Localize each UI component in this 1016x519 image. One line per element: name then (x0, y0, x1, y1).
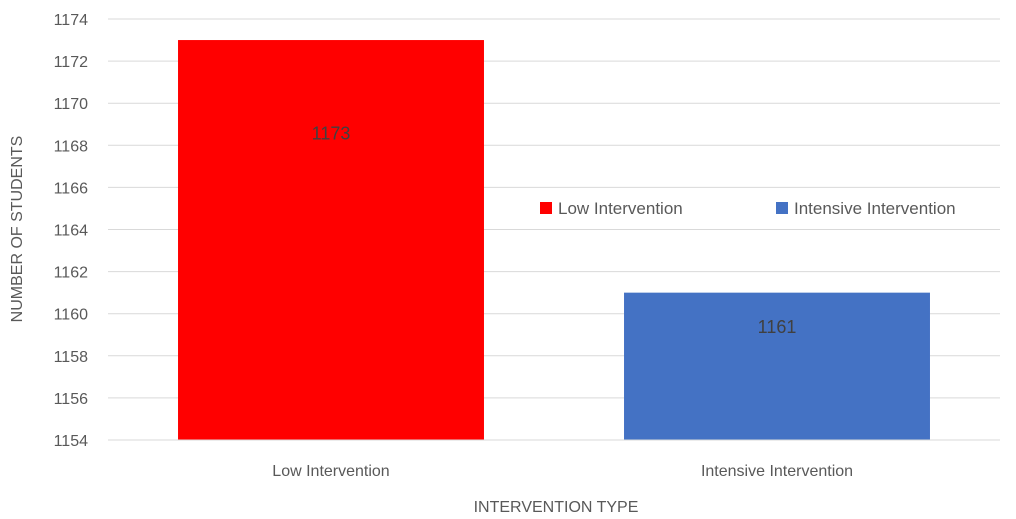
legend-swatch-low-intervention (540, 202, 552, 214)
legend: Low Intervention Intensive Intervention (540, 199, 956, 218)
data-label: 1161 (758, 317, 797, 337)
y-tick-label: 1164 (54, 223, 89, 240)
data-label: 1173 (312, 124, 351, 144)
x-axis-title: INTERVENTION TYPE (474, 499, 639, 516)
y-tick-label: 1170 (54, 96, 89, 113)
bars (178, 40, 930, 441)
y-axis-ticks: 1154 1156 1158 1160 1162 1164 1166 1168 1170 1172… (54, 12, 89, 450)
y-axis-title: NUMBER OF STUDENTS (9, 136, 26, 323)
legend-swatch-intensive-intervention (776, 202, 788, 214)
y-tick-label: 1172 (54, 54, 89, 71)
y-tick-label: 1166 (54, 180, 89, 197)
legend-label-low-intervention: Low Intervention (558, 199, 683, 218)
bar-intensive-intervention (624, 292, 930, 440)
x-axis-ticks: Low Intervention Intensive Intervention (272, 463, 853, 480)
y-tick-label: 1160 (54, 307, 89, 324)
y-tick-label: 1162 (54, 265, 89, 282)
y-tick-label: 1174 (54, 12, 89, 29)
data-labels: 1173 1161 (312, 124, 797, 337)
y-tick-label: 1158 (54, 349, 89, 366)
legend-label-intensive-intervention: Intensive Intervention (794, 199, 956, 218)
x-tick-label: Low Intervention (272, 463, 389, 480)
y-tick-label: 1168 (54, 138, 89, 155)
x-tick-label: Intensive Intervention (701, 463, 853, 480)
y-tick-label: 1154 (54, 433, 89, 450)
bar-low-intervention (178, 40, 484, 441)
y-tick-label: 1156 (54, 391, 89, 408)
